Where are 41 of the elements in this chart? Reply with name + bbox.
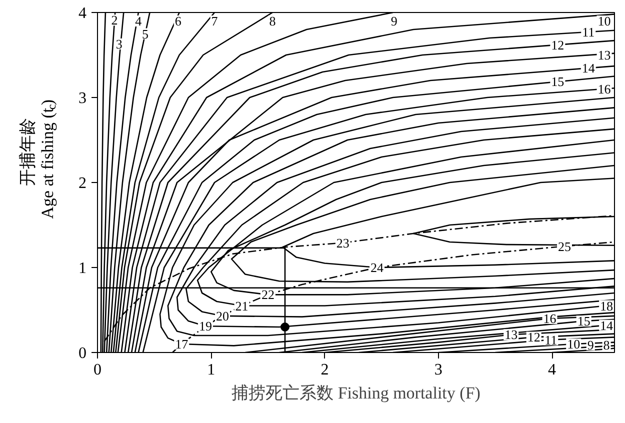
annotation: 25 [558, 238, 572, 254]
annotation: 13 [598, 48, 611, 62]
y-tick-label: 0 [78, 345, 86, 362]
annotation: 9 [390, 14, 398, 28]
x-axis-title: 捕捞死亡系数 Fishing mortality (F) [232, 384, 480, 402]
annotation: 3 [116, 36, 122, 52]
annotation: 4 [135, 14, 142, 28]
annotation: 8 [603, 337, 610, 352]
annotation: 10 [598, 14, 611, 28]
x-tick-label: 1 [207, 362, 216, 378]
x-tick-label: 0 [94, 362, 102, 378]
annotation: 15 [577, 314, 590, 329]
x-tick-label: 2 [320, 362, 329, 378]
y-tick-label: 4 [78, 5, 86, 22]
annotation: 21 [235, 298, 248, 314]
annotation: 13 [504, 327, 518, 342]
annotation: 9 [587, 337, 594, 352]
annotation: 7 [211, 14, 218, 28]
annotation: 2 [111, 12, 118, 28]
annotation: 11 [582, 24, 595, 40]
annotation: 16 [598, 82, 612, 96]
annotation: 11 [544, 332, 558, 348]
annotation: 19 [198, 318, 212, 334]
x-tick-label: 4 [548, 362, 556, 378]
annotation: 12 [527, 330, 540, 345]
annotation: 14 [600, 318, 614, 333]
annotation: 6 [174, 14, 182, 28]
annotation: 18 [600, 298, 614, 314]
y-axis-title: 开捕年龄 Age at fishing (tc) [18, 99, 58, 219]
annotation: 5 [142, 26, 148, 42]
y-tick-label: 3 [78, 90, 86, 107]
x-tick-label: 3 [434, 362, 442, 378]
y-tick-label: 1 [78, 260, 86, 277]
annotation: 20 [216, 308, 229, 324]
annotation: 12 [551, 37, 564, 52]
annotation: 8 [269, 14, 276, 28]
annotation: 22 [261, 287, 274, 302]
annotation: 14 [582, 60, 596, 76]
annotation: 23 [336, 235, 350, 250]
annotation: 15 [551, 74, 564, 89]
y-tick-label: 2 [78, 175, 86, 192]
